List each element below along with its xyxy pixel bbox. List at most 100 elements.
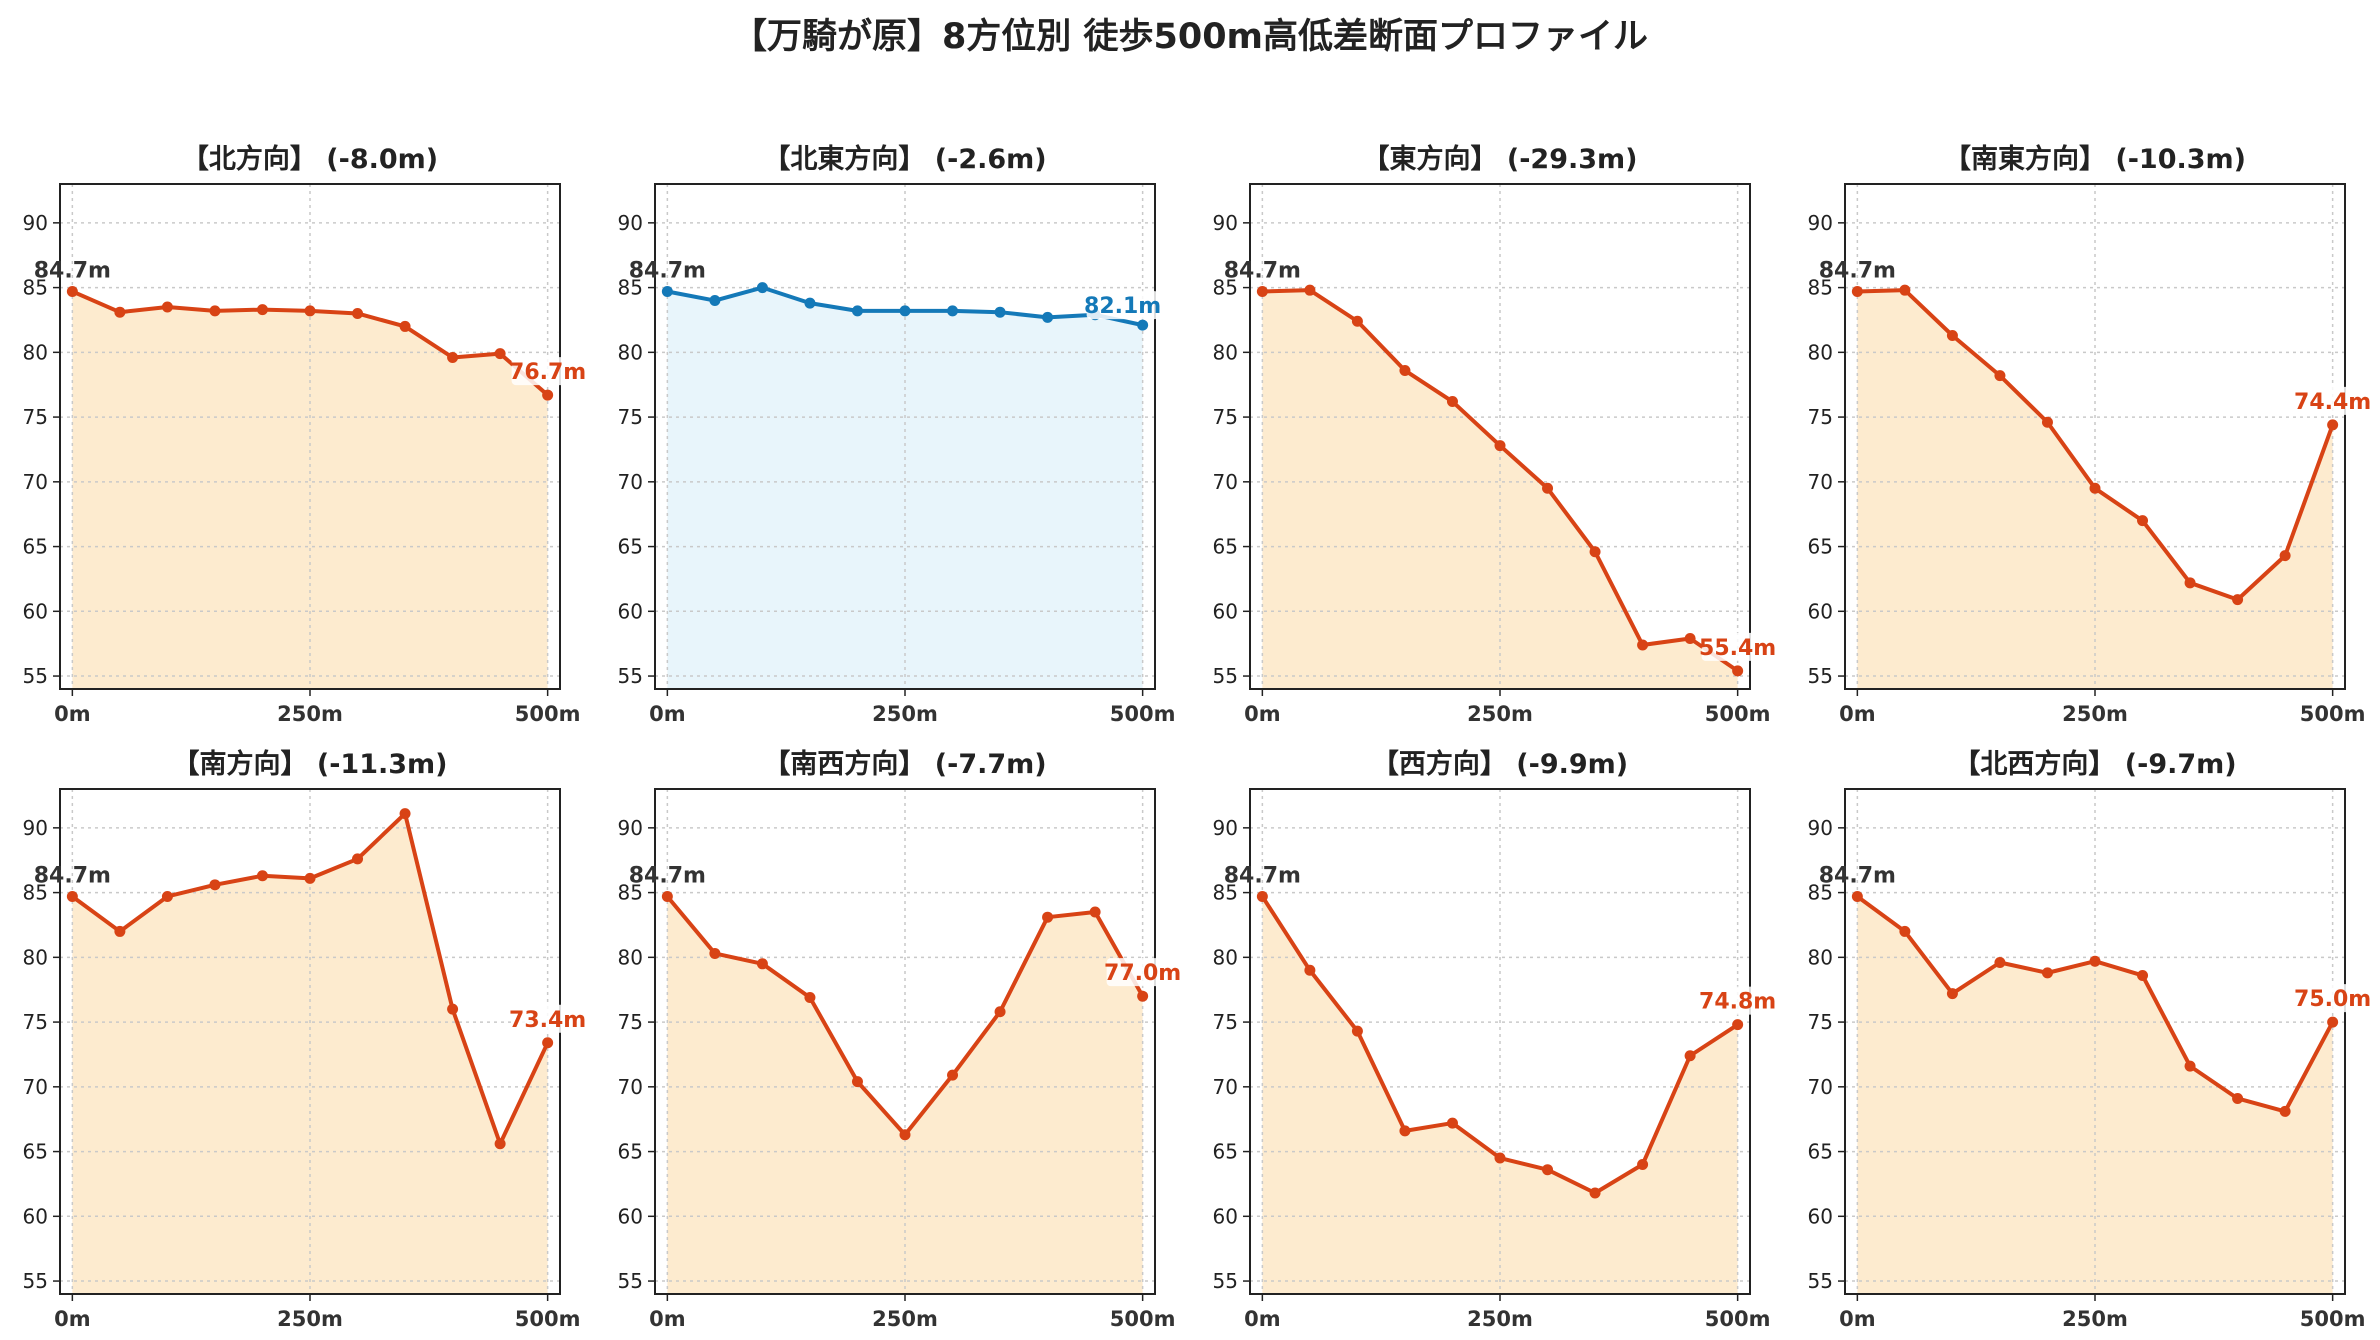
panel-title: 【南西方向】 (-7.7m) (763, 748, 1046, 780)
data-point (1589, 546, 1601, 558)
y-tick-label: 75 (618, 405, 643, 429)
data-point (1399, 364, 1411, 376)
y-tick-label: 75 (1213, 405, 1238, 429)
y-tick-label: 90 (1213, 816, 1238, 840)
end-elevation-label: 77.0m (1104, 961, 1181, 986)
data-point (2089, 955, 2101, 967)
data-point (1256, 890, 1268, 902)
y-tick-label: 80 (618, 340, 643, 364)
x-tick-label: 500m (1110, 702, 1176, 726)
chart-panel-4: 【南東方向】 (-10.3m) 55 60 65 70 75 80 85 90 0m 250m 500… (1808, 143, 2372, 726)
y-tick-label: 80 (1808, 945, 1833, 969)
data-point (1994, 957, 2006, 969)
x-tick-label: 250m (872, 1307, 938, 1331)
y-tick-label: 65 (23, 1140, 48, 1164)
y-tick-label: 70 (23, 470, 48, 494)
y-tick-label: 85 (618, 276, 643, 300)
y-tick-label: 60 (1808, 599, 1833, 623)
end-label-background (511, 357, 584, 386)
y-tick-label: 90 (618, 816, 643, 840)
end-label-background (1106, 958, 1179, 987)
x-tick-label: 0m (649, 1307, 686, 1331)
data-point (256, 870, 268, 882)
data-point (899, 1129, 911, 1141)
start-elevation-label: 84.7m (1819, 863, 1896, 888)
data-point (161, 890, 173, 902)
y-tick-label: 65 (1213, 1140, 1238, 1164)
y-tick-label: 70 (1213, 470, 1238, 494)
y-tick-label: 60 (1213, 1204, 1238, 1228)
data-point (304, 305, 316, 317)
data-point (2041, 967, 2053, 979)
y-tick-label: 60 (23, 599, 48, 623)
data-point (1899, 284, 1911, 296)
y-tick-label: 85 (1808, 276, 1833, 300)
y-tick-label: 55 (1808, 664, 1833, 688)
end-label-background (2296, 386, 2369, 415)
data-point (1494, 1152, 1506, 1164)
end-label-background (1086, 291, 1159, 320)
profile-area (1262, 290, 1738, 689)
panel-title: 【北西方向】 (-9.7m) (1953, 748, 2236, 780)
x-tick-label: 500m (515, 702, 581, 726)
data-point (2137, 969, 2149, 981)
profile-area (1262, 896, 1738, 1294)
y-tick-label: 80 (1808, 340, 1833, 364)
data-point (709, 295, 721, 307)
data-point (1684, 1050, 1696, 1062)
chart-panel-7: 【西方向】 (-9.9m) 55 60 65 70 75 80 85 90 0m 250m 500m 8… (1213, 748, 1777, 1331)
data-point (352, 853, 364, 865)
data-point (1042, 911, 1054, 923)
data-point (494, 1138, 506, 1150)
data-point (1946, 988, 1958, 1000)
x-tick-label: 500m (1110, 1307, 1176, 1331)
y-tick-label: 70 (1213, 1075, 1238, 1099)
data-point (2327, 419, 2339, 431)
y-tick-label: 90 (23, 211, 48, 235)
data-point (399, 808, 411, 820)
x-tick-label: 250m (2062, 1307, 2128, 1331)
data-point (1946, 330, 1958, 341)
data-point (1899, 925, 1911, 937)
y-tick-label: 60 (23, 1204, 48, 1228)
chart-panel-8: 【北西方向】 (-9.7m) 55 60 65 70 75 80 85 90 0m 250m 500m… (1808, 748, 2372, 1331)
data-point (947, 1069, 959, 1081)
data-point (66, 890, 78, 902)
data-point (1542, 1164, 1554, 1176)
data-point (114, 925, 126, 937)
profile-area (667, 287, 1143, 689)
y-tick-label: 65 (1213, 535, 1238, 559)
data-point (804, 991, 816, 1003)
y-tick-label: 70 (618, 470, 643, 494)
start-elevation-label: 84.7m (34, 863, 111, 888)
x-tick-label: 250m (1467, 702, 1533, 726)
panel-title: 【北東方向】 (-2.6m) (763, 143, 1046, 175)
end-elevation-label: 73.4m (509, 1008, 586, 1033)
y-tick-label: 75 (1808, 1010, 1833, 1034)
y-tick-label: 70 (1808, 470, 1833, 494)
y-tick-label: 70 (1808, 1075, 1833, 1099)
y-tick-label: 65 (618, 535, 643, 559)
data-point (304, 872, 316, 884)
panel-title: 【東方向】 (-29.3m) (1362, 143, 1637, 175)
chart-panel-6: 【南西方向】 (-7.7m) 55 60 65 70 75 80 85 90 0m 250m 500m… (618, 748, 1182, 1331)
x-tick-label: 0m (54, 1307, 91, 1331)
data-point (1351, 315, 1363, 327)
data-point (756, 282, 768, 294)
data-point (1732, 1019, 1744, 1031)
y-tick-label: 85 (618, 881, 643, 905)
data-point (1351, 1025, 1363, 1037)
y-tick-label: 80 (23, 340, 48, 364)
data-point (661, 890, 673, 902)
data-point (899, 305, 911, 317)
data-point (66, 285, 78, 297)
end-label-background (1701, 632, 1774, 661)
data-point (709, 947, 721, 959)
data-point (1042, 311, 1054, 323)
chart-panel-2: 【北東方向】 (-2.6m) 55 60 65 70 75 80 85 90 0m 250m 500m… (618, 143, 1176, 726)
data-point (2279, 550, 2291, 562)
start-elevation-label: 84.7m (34, 258, 111, 283)
panel-title: 【南東方向】 (-10.3m) (1944, 143, 2246, 175)
data-point (1589, 1187, 1601, 1199)
